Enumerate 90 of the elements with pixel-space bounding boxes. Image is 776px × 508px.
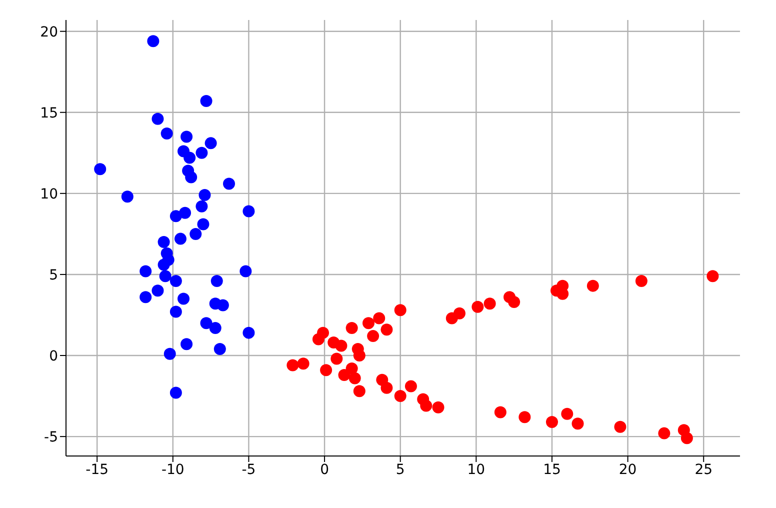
x-tick-label: 0	[320, 462, 329, 478]
point	[484, 298, 496, 310]
point	[160, 127, 173, 140]
point	[297, 358, 310, 370]
point	[432, 401, 444, 414]
point	[380, 324, 393, 336]
point	[240, 265, 252, 278]
point	[242, 205, 255, 218]
y-tick-label: 10	[40, 186, 58, 202]
point	[394, 304, 406, 316]
point	[680, 432, 693, 444]
point	[348, 372, 361, 384]
point	[320, 364, 332, 376]
x-tick-label: -10	[161, 462, 184, 478]
point	[152, 284, 164, 297]
point	[196, 146, 208, 159]
point	[200, 95, 212, 108]
point	[614, 420, 626, 433]
point	[170, 306, 182, 318]
point	[170, 386, 182, 399]
y-tick-label: -5	[44, 430, 58, 446]
point	[158, 258, 170, 271]
y-tick-label: 20	[40, 24, 58, 40]
x-tick-label: 10	[467, 462, 486, 478]
point	[420, 400, 432, 412]
point	[204, 137, 217, 150]
x-tick-label: -15	[86, 462, 109, 478]
y-tick-label: 15	[40, 105, 58, 122]
point	[546, 416, 558, 428]
point	[353, 350, 366, 362]
point	[706, 270, 719, 282]
point	[518, 411, 531, 424]
point	[223, 178, 236, 190]
point	[180, 338, 193, 350]
point	[508, 296, 520, 308]
point	[198, 189, 211, 202]
point	[635, 274, 648, 287]
point	[338, 368, 350, 381]
point	[190, 228, 202, 240]
point	[367, 330, 380, 342]
point	[335, 340, 348, 352]
point	[346, 362, 358, 374]
point	[242, 326, 255, 339]
point	[178, 292, 190, 305]
point	[330, 352, 343, 365]
point	[317, 326, 330, 339]
point	[346, 322, 358, 334]
point	[214, 343, 226, 356]
point	[196, 200, 208, 212]
point	[380, 382, 393, 394]
point	[658, 427, 670, 440]
point	[404, 380, 417, 392]
point	[286, 359, 299, 372]
x-tick-label: -5	[242, 462, 256, 478]
point	[561, 408, 574, 420]
x-tick-label: 25	[694, 462, 713, 478]
y-tick-label: 0	[49, 348, 58, 364]
x-tick-label: 5	[396, 462, 405, 478]
y-tick-label: 5	[49, 267, 58, 284]
point	[158, 236, 170, 248]
point	[210, 274, 223, 287]
point	[185, 171, 198, 184]
point	[152, 112, 164, 125]
point	[179, 206, 192, 219]
point	[121, 190, 134, 203]
point	[373, 312, 386, 324]
point	[184, 152, 196, 164]
point	[94, 163, 106, 176]
point	[586, 280, 599, 292]
point	[472, 300, 484, 313]
point	[200, 317, 212, 330]
point	[216, 299, 229, 312]
point	[159, 270, 172, 282]
point	[147, 35, 160, 48]
point	[164, 348, 176, 360]
point	[572, 418, 584, 430]
point	[140, 265, 152, 278]
point	[394, 390, 406, 402]
point	[362, 317, 375, 330]
point	[170, 274, 182, 287]
point	[174, 232, 186, 245]
x-tick-label: 20	[618, 462, 637, 478]
point	[209, 322, 222, 334]
point	[140, 291, 152, 304]
point	[453, 307, 466, 320]
point	[180, 130, 193, 143]
point	[197, 218, 210, 230]
point	[353, 385, 366, 398]
x-tick-label: 15	[543, 462, 561, 478]
point	[494, 406, 506, 418]
